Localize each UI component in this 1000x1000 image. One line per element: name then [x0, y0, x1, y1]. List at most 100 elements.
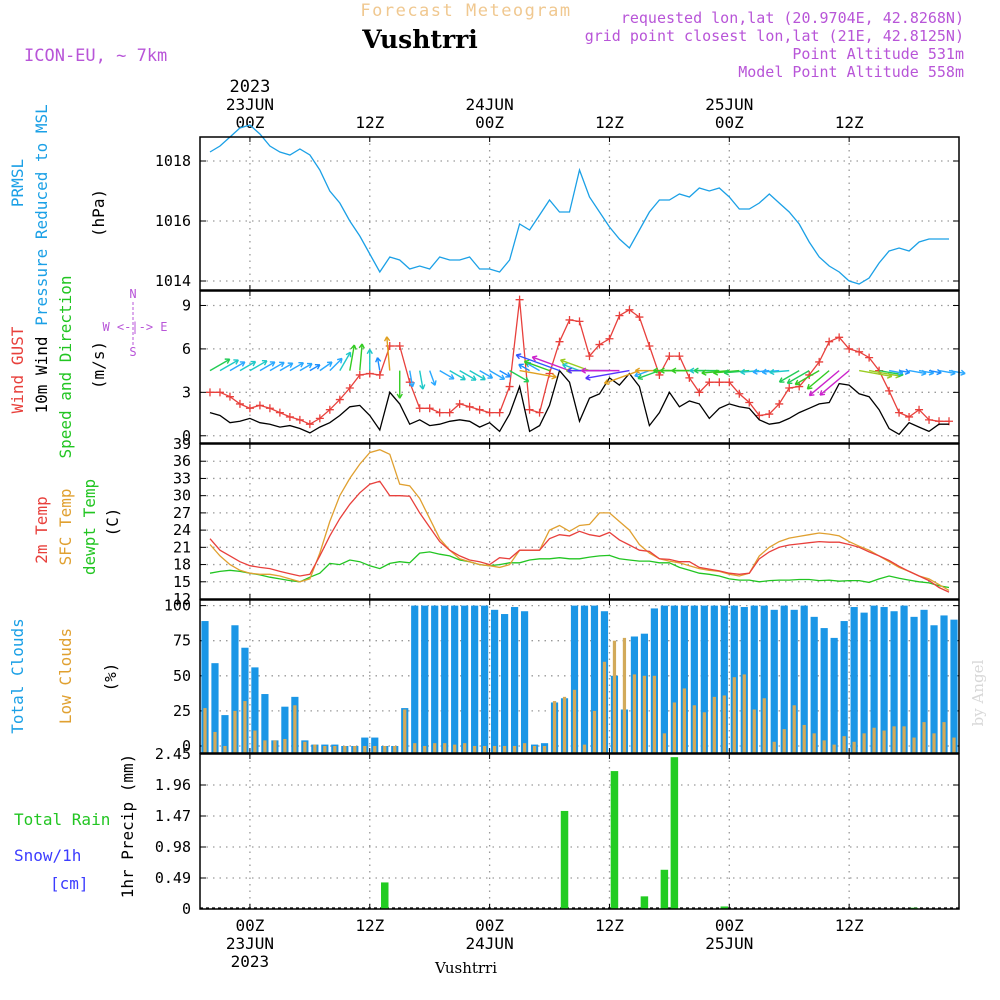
gust-marker [565, 315, 574, 324]
wind-direction-arrow [938, 369, 956, 375]
wind-arrow-head [701, 369, 707, 376]
gust-marker [715, 378, 724, 387]
low-cloud-bar [792, 705, 796, 753]
gust-marker [845, 344, 854, 353]
gust-marker [895, 408, 904, 417]
gust-marker [745, 398, 754, 407]
low-cloud-bar [762, 698, 766, 753]
gust-marker [775, 399, 784, 408]
gust-marker [465, 402, 474, 411]
total-cloud-bar [371, 737, 379, 753]
wind-direction-arrow [769, 369, 790, 374]
gust-marker [535, 408, 544, 417]
precip-tick-label: 1.96 [155, 776, 191, 794]
dewpoint-series [209, 551, 950, 589]
gust-marker [575, 317, 584, 326]
low-cloud-bar [233, 710, 237, 753]
grid-point-coords: grid point closest lon,lat (21E, 42.8125… [585, 27, 964, 45]
gust-marker [635, 313, 644, 322]
gust-marker [225, 392, 234, 401]
total-cloud-bar [700, 605, 708, 753]
gust-marker [755, 411, 764, 420]
low-cloud-bar [682, 688, 686, 753]
gust-marker [865, 353, 874, 362]
wind-tick-label: 9 [182, 296, 191, 314]
gust-marker [645, 342, 654, 351]
wind-direction-arrow [209, 358, 231, 372]
total-cloud-bar [820, 628, 828, 753]
total-cloud-bar [880, 607, 888, 753]
wind-direction-arrow [787, 370, 810, 384]
precip-bar [610, 771, 619, 909]
wind-direction-arrow [429, 370, 436, 386]
total-cloud-bar [670, 605, 678, 753]
cloud-tick-label: 0 [182, 737, 191, 755]
gust-marker [295, 415, 304, 424]
wind-arrow-head [358, 343, 365, 349]
panel-frame [199, 443, 960, 600]
total-cloud-bar [431, 605, 439, 753]
panel-frame [199, 290, 960, 444]
gust-marker [475, 405, 484, 414]
cloud-tick-label: 50 [173, 667, 191, 685]
gust-marker [705, 378, 714, 387]
gust-marker [505, 382, 514, 391]
total-cloud-bar [830, 637, 838, 753]
low-cloud-bar [423, 745, 427, 753]
wind-direction-arrow [489, 370, 505, 380]
low-cloud-bar [502, 745, 507, 753]
rain-label: Total Rain [14, 810, 110, 829]
gust-marker [235, 399, 244, 408]
total-cloud-bar [251, 667, 259, 753]
wind-direction-arrow [499, 370, 511, 378]
low-cloud-bar [323, 745, 327, 753]
wind-arrow-head [769, 368, 775, 376]
low-cloud-bar [822, 740, 826, 753]
wind-arrow-head [637, 374, 644, 381]
precip-tick-label: 0 [182, 900, 191, 918]
temp-tick-label: 30 [173, 487, 191, 505]
low-cloud-bar [383, 745, 387, 753]
wind-direction-arrow [868, 369, 901, 377]
low-cloud-bar [393, 745, 397, 753]
gust-marker [605, 334, 614, 343]
wind-direction-arrow [509, 370, 529, 383]
wind-arrow-head [499, 374, 506, 381]
gust-marker [905, 412, 914, 421]
gust-marker [815, 357, 824, 366]
precip-tick-label: 1.47 [155, 807, 191, 825]
gust-marker [415, 404, 424, 413]
low-cloud-bar [902, 726, 906, 753]
total-cloud-bar [810, 616, 818, 753]
low-cloud-bar [942, 722, 946, 753]
low-cloud-bar [922, 722, 926, 753]
low-cloud-bar [313, 744, 317, 753]
wind-arrow-head [233, 359, 239, 365]
total-cloud-bar [710, 605, 718, 753]
low-cloud-bar [273, 740, 277, 753]
bottom-time-label: 23JUN [226, 934, 274, 953]
pressure-series [209, 124, 949, 285]
gust-marker [725, 378, 734, 387]
wind-direction-arrow [386, 336, 391, 371]
top-time-label: 23JUN [226, 95, 274, 114]
wind-arrow-head [794, 379, 801, 386]
wind-arrow-head [261, 360, 268, 366]
gust-marker [425, 404, 434, 413]
wind-dir-label: Speed and Direction [56, 275, 75, 458]
gust-marker [355, 370, 364, 379]
wind-arrow-head [960, 369, 966, 376]
low-cloud-bar [602, 661, 607, 753]
wind-tick-label: 3 [182, 383, 191, 401]
wind-direction-arrow [419, 370, 424, 390]
gust-marker [485, 408, 494, 417]
low-cloud-bar [203, 708, 207, 753]
wind-arrow-head [430, 380, 437, 386]
low-cloud-bar [572, 689, 577, 753]
total-cloud-bar [421, 605, 429, 753]
wind-direction-arrow [469, 370, 486, 381]
cloud-tick-label: 100 [164, 597, 191, 615]
low-cloud-bar [772, 741, 776, 753]
wind-direction-arrow [299, 363, 313, 372]
